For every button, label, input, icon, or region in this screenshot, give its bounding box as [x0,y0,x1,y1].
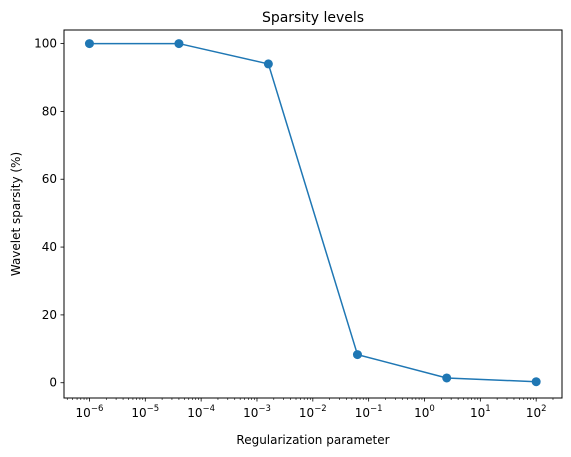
data-point [352,350,362,360]
data-point [263,59,273,69]
x-tick-label: 102 [526,404,547,420]
data-point [531,377,541,387]
y-tick-label: 40 [42,240,57,254]
x-tick-label: 10−6 [76,404,104,420]
x-axis-label: Regularization parameter [236,433,389,447]
y-axis-label: Wavelet sparsity (%) [9,152,23,276]
plot-frame [63,29,563,399]
series-layer [84,39,541,387]
x-tick-label: 101 [470,404,491,420]
x-tick-label: 10−5 [131,404,159,420]
data-point [84,39,94,49]
x-axis-ticks: 10−6 10−5 10−4 10−3 10−2 10−1 100 101 102 [76,398,547,420]
data-point [442,373,452,383]
y-tick-label: 80 [42,104,57,118]
chart-title: Sparsity levels [262,10,364,26]
y-tick-label: 0 [49,376,57,390]
x-tick-label: 10−1 [355,404,383,420]
y-axis-ticks: 0 20 40 60 80 100 [34,37,64,390]
y-tick-label: 20 [42,308,57,322]
series-line [89,42,537,383]
x-tick-label: 10−3 [243,404,271,420]
y-tick-label: 100 [34,37,57,51]
data-point [174,39,184,49]
x-tick-label: 100 [414,404,435,420]
x-tick-label: 10−2 [299,404,327,420]
x-tick-label: 10−4 [187,404,215,420]
y-tick-label: 60 [42,172,57,186]
